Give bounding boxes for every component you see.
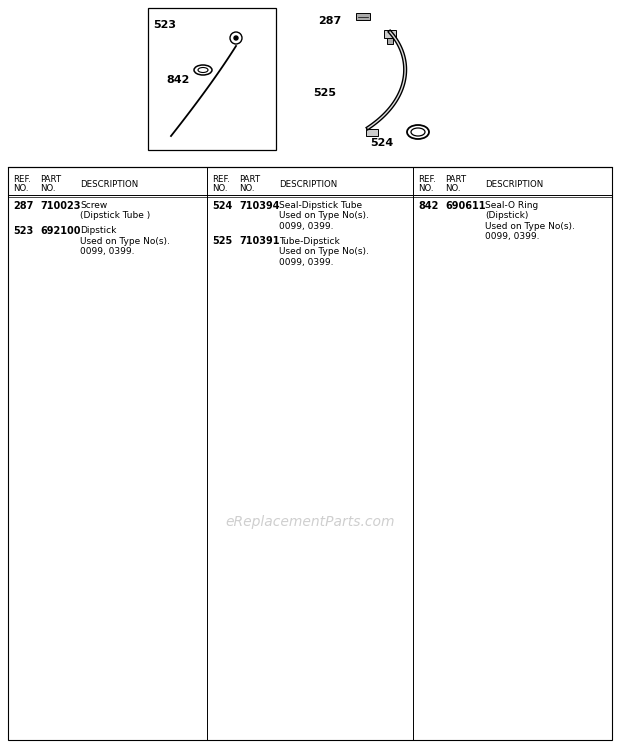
Text: 525: 525 <box>313 88 336 98</box>
Circle shape <box>234 36 238 40</box>
Text: 524: 524 <box>370 138 393 148</box>
Text: 0099, 0399.: 0099, 0399. <box>279 257 334 266</box>
Text: eReplacementParts.com: eReplacementParts.com <box>225 516 395 529</box>
Text: 523: 523 <box>13 226 33 236</box>
Text: Used on Type No(s).: Used on Type No(s). <box>485 222 575 231</box>
Text: NO.: NO. <box>239 184 254 193</box>
Text: REF.: REF. <box>212 175 230 184</box>
Bar <box>384 30 396 38</box>
Bar <box>366 129 378 136</box>
Bar <box>8 167 612 740</box>
Text: Screw: Screw <box>80 201 107 210</box>
Text: NO.: NO. <box>13 184 29 193</box>
Text: Tube-Dipstick: Tube-Dipstick <box>279 237 340 246</box>
Text: 0099, 0399.: 0099, 0399. <box>485 232 539 242</box>
Text: 524: 524 <box>212 201 232 211</box>
Text: 0099, 0399.: 0099, 0399. <box>279 222 334 231</box>
Text: PART: PART <box>40 175 61 184</box>
Text: PART: PART <box>445 175 466 184</box>
Text: 523: 523 <box>153 20 176 30</box>
Text: 710391: 710391 <box>239 237 280 246</box>
Text: NO.: NO. <box>212 184 228 193</box>
Text: 0099, 0399.: 0099, 0399. <box>80 247 135 256</box>
Text: DESCRIPTION: DESCRIPTION <box>80 180 138 189</box>
Text: (Dipstick Tube ): (Dipstick Tube ) <box>80 211 150 220</box>
Text: Used on Type No(s).: Used on Type No(s). <box>279 247 369 256</box>
Text: 287: 287 <box>318 16 341 26</box>
Text: 842: 842 <box>418 201 438 211</box>
Text: 692100: 692100 <box>40 226 81 236</box>
Text: PART: PART <box>239 175 260 184</box>
Text: NO.: NO. <box>418 184 433 193</box>
Text: 710394: 710394 <box>239 201 280 211</box>
Text: Used on Type No(s).: Used on Type No(s). <box>279 211 369 220</box>
Text: Seal-O Ring: Seal-O Ring <box>485 201 538 210</box>
Text: DESCRIPTION: DESCRIPTION <box>279 180 337 189</box>
Text: Used on Type No(s).: Used on Type No(s). <box>80 237 170 246</box>
Bar <box>148 8 276 150</box>
Text: DESCRIPTION: DESCRIPTION <box>485 180 543 189</box>
Text: REF.: REF. <box>13 175 31 184</box>
Text: REF.: REF. <box>418 175 436 184</box>
Text: (Dipstick): (Dipstick) <box>485 211 528 220</box>
Text: 690611: 690611 <box>445 201 485 211</box>
Text: Dipstick: Dipstick <box>80 226 117 235</box>
Bar <box>387 38 393 44</box>
Text: 525: 525 <box>212 237 232 246</box>
Bar <box>356 13 370 20</box>
Text: 710023: 710023 <box>40 201 81 211</box>
Text: Seal-Dipstick Tube: Seal-Dipstick Tube <box>279 201 362 210</box>
Text: 287: 287 <box>13 201 33 211</box>
Text: 842: 842 <box>166 75 189 85</box>
Text: NO.: NO. <box>445 184 461 193</box>
Text: NO.: NO. <box>40 184 56 193</box>
